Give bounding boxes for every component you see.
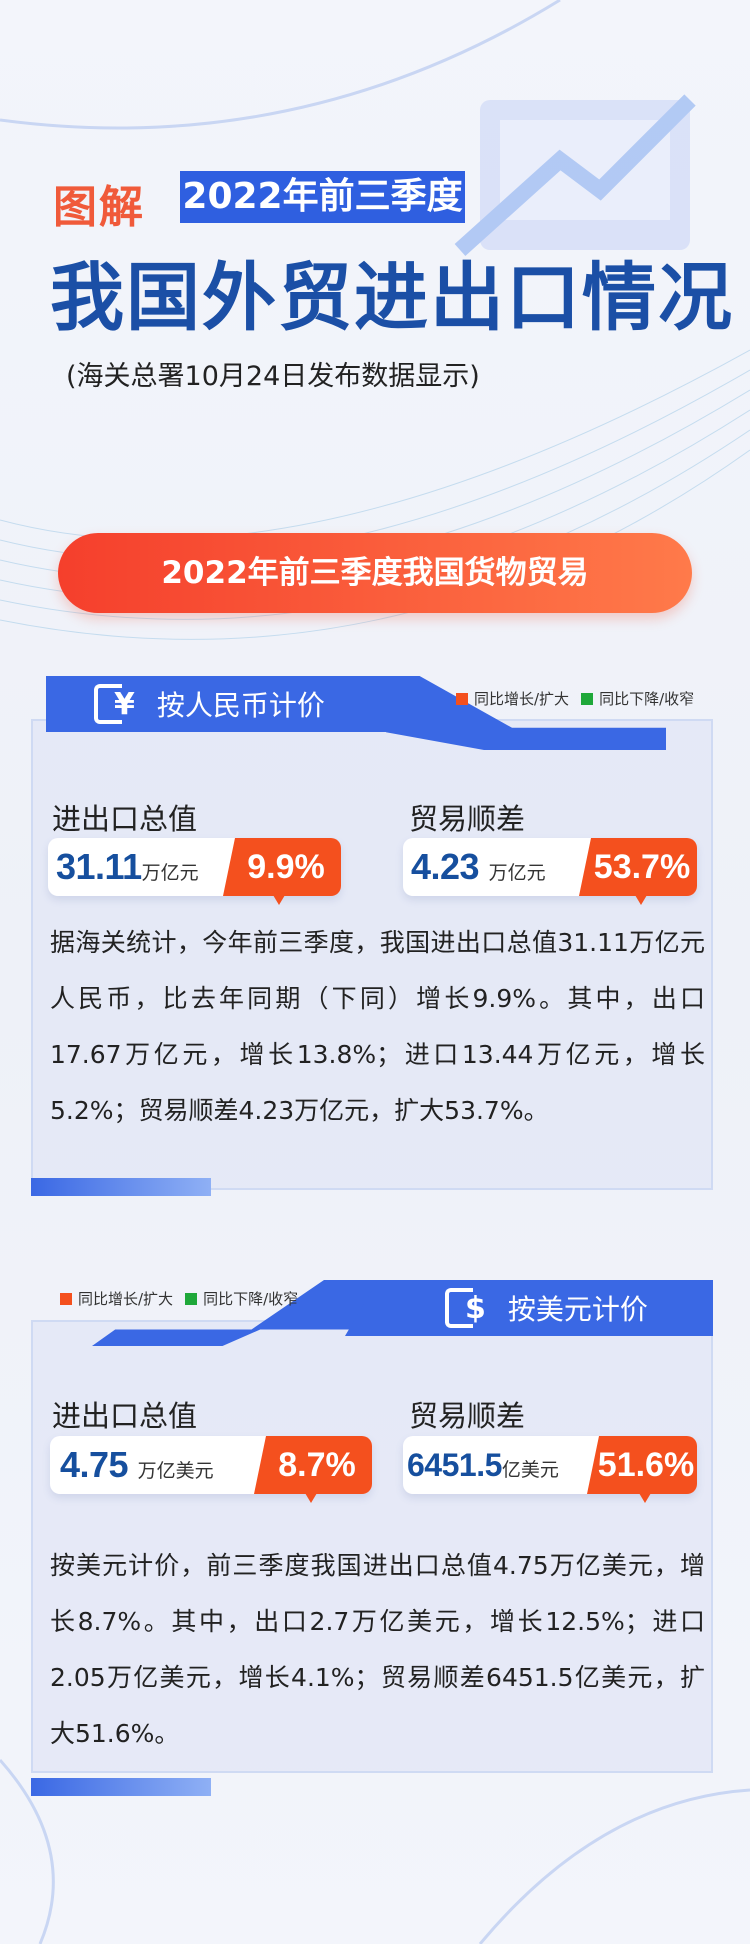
legend-up-swatch [60, 1292, 72, 1305]
usd-total-change: 8.7% [254, 1436, 372, 1494]
usd-surplus-unit: 亿美元 [501, 1459, 559, 1481]
period-badge: 2022年前三季度 [180, 171, 465, 223]
usd-total-label: 进出口总值 [52, 1399, 198, 1433]
rmb-surplus-change: 53.7% [579, 838, 697, 896]
legend-down-swatch [185, 1292, 198, 1305]
tip [635, 895, 647, 905]
usd-header-title: 按美元计价 [507, 1293, 648, 1326]
rmb-accent-bar [31, 1178, 211, 1196]
legend-down-swatch [581, 692, 594, 705]
usd-surplus-label: 贸易顺差 [409, 1399, 526, 1433]
legend-up-label: 同比增长/扩大 [78, 1290, 174, 1308]
legend-down-label: 同比下降/收窄 [203, 1290, 299, 1308]
legend-up-swatch [456, 692, 468, 705]
usd-header: $ 按美元计价 [345, 1280, 713, 1336]
usd-total-box: 4.75 万亿美元 8.7% [50, 1436, 372, 1503]
rmb-total-change: 9.9% [223, 838, 341, 896]
rmb-header: ¥ 按人民币计价 [46, 676, 386, 732]
usd-description: 按美元计价，前三季度我国进出口总值4.75万亿美元，增长8.7%。其中，出口2.… [50, 1551, 705, 1748]
tujie-tag: 图解 [53, 182, 145, 233]
usd-surplus-box: 6451.5亿美元 51.6% [403, 1436, 697, 1503]
rmb-description: 据海关统计，今年前三季度，我国进出口总值31.11万亿元人民币，比去年同期（下同… [50, 928, 705, 1125]
rmb-total-box: 31.11万亿元 9.9% [48, 838, 341, 905]
rmb-total-label: 进出口总值 [52, 802, 198, 836]
rmb-total-unit: 万亿元 [141, 862, 199, 884]
dollar-symbol: $ [465, 1290, 486, 1326]
tip [273, 895, 285, 905]
usd-accent-bar [31, 1778, 211, 1796]
rmb-legend: 同比增长/扩大 同比下降/收窄 [456, 688, 694, 709]
rmb-surplus-box: 4.23 万亿元 53.7% [403, 838, 697, 905]
chart-illustration [454, 94, 696, 256]
legend-up-label: 同比增长/扩大 [474, 690, 570, 708]
usd-surplus-value: 6451.5亿美元 [407, 1447, 559, 1483]
dollar-icon [445, 1288, 473, 1328]
rmb-total-value: 31.11万亿元 [56, 846, 199, 887]
usd-total-unit: 万亿美元 [137, 1460, 214, 1482]
rmb-surplus-label: 贸易顺差 [409, 802, 526, 836]
rmb-surplus-value: 4.23 万亿元 [411, 846, 546, 887]
legend-down-label: 同比下降/收窄 [599, 690, 695, 708]
yuan-icon [94, 684, 122, 724]
rmb-header-title: 按人民币计价 [156, 689, 325, 722]
yuan-symbol: ¥ [114, 686, 135, 722]
rmb-card [31, 719, 713, 1190]
source-subtitle: (海关总署10月24日发布数据显示) [66, 361, 480, 392]
section-banner: 2022年前三季度我国货物贸易 [58, 533, 692, 613]
tip [639, 1493, 651, 1503]
usd-card [31, 1320, 713, 1773]
rmb-surplus-unit: 万亿元 [488, 862, 546, 884]
usd-surplus-change: 51.6% [587, 1436, 697, 1494]
tip [305, 1493, 317, 1503]
page-title: 我国外贸进出口情况 [50, 255, 734, 341]
usd-legend: 同比增长/扩大 同比下降/收窄 [60, 1288, 298, 1309]
usd-total-value: 4.75 万亿美元 [60, 1444, 214, 1485]
